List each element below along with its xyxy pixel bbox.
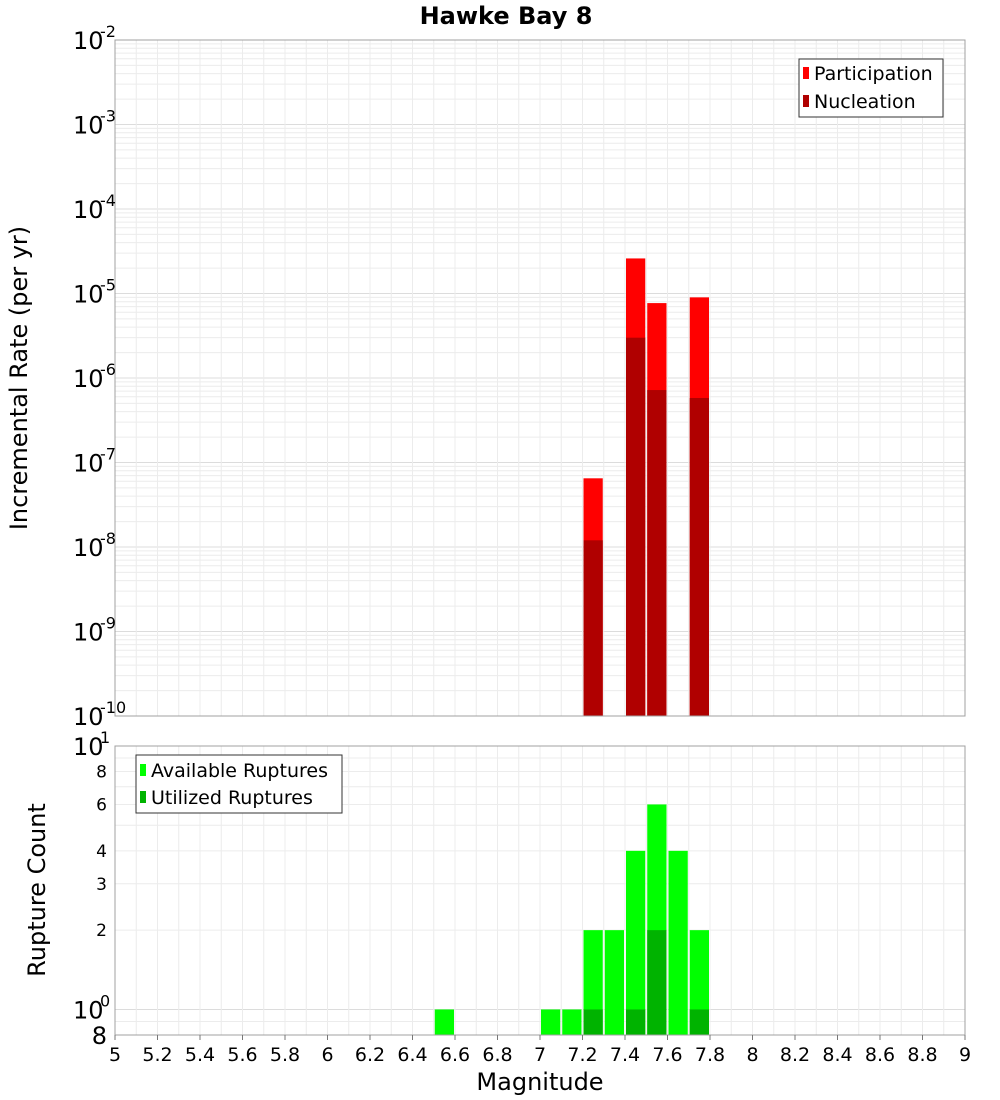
available-ruptures-bar bbox=[562, 1009, 582, 1035]
rate-y-tick-label: 10 bbox=[73, 365, 104, 393]
count-legend-box bbox=[135, 754, 343, 814]
x-tick-label: 5.6 bbox=[227, 1044, 257, 1066]
available-ruptures-legend-label: Available Ruptures bbox=[151, 760, 328, 782]
utilized-ruptures-bar bbox=[626, 1009, 646, 1035]
x-tick-label: 9 bbox=[959, 1044, 971, 1066]
available-ruptures-bar bbox=[541, 1009, 561, 1035]
participation-legend-swatch bbox=[803, 67, 809, 79]
count-y-tick-label: 4 bbox=[96, 842, 107, 862]
nucleation-bar bbox=[647, 390, 667, 716]
chart-title: Hawke Bay 8 bbox=[420, 2, 593, 30]
rate-y-tick-label: 10 bbox=[73, 281, 104, 309]
rate-plot-border bbox=[114, 39, 966, 717]
x-axis-label: Magnitude bbox=[476, 1068, 603, 1096]
nucleation-legend-swatch bbox=[803, 95, 809, 107]
utilized-ruptures-bar bbox=[647, 930, 667, 1035]
x-tick-label: 7.2 bbox=[567, 1044, 597, 1066]
rate-y-axis-label: Incremental Rate (per yr) bbox=[5, 226, 33, 530]
rate-y-tick-label-exponent: -4 bbox=[100, 191, 116, 210]
rate-y-tick-label: 10 bbox=[73, 534, 104, 562]
rate-y-tick-label-exponent: -8 bbox=[100, 529, 116, 548]
count-grid bbox=[115, 745, 966, 1035]
available-ruptures-bar bbox=[583, 930, 603, 1035]
count-y-tick-label: 8 bbox=[96, 763, 107, 783]
count-y-tick-label: 3 bbox=[96, 875, 107, 895]
x-tick-label: 8.2 bbox=[780, 1044, 810, 1066]
x-tick-label: 6 bbox=[321, 1044, 333, 1066]
count-y-tick-label: 8 bbox=[92, 1022, 107, 1050]
participation-legend-label: Participation bbox=[814, 63, 933, 85]
available-ruptures-legend-swatch bbox=[140, 764, 146, 776]
available-ruptures-bar bbox=[626, 850, 646, 1035]
rate-y-tick-label: 10 bbox=[73, 703, 104, 731]
x-tick-label: 6.6 bbox=[440, 1044, 470, 1066]
rate-y-tick-label-exponent: -7 bbox=[100, 445, 116, 464]
available-ruptures-bar bbox=[668, 850, 688, 1035]
available-ruptures-bar bbox=[434, 1009, 454, 1035]
count-legend: Available Ruptures Utilized Ruptures bbox=[135, 754, 343, 814]
rate-y-tick-label: 10 bbox=[73, 112, 104, 140]
rate-bars bbox=[583, 258, 709, 716]
utilized-ruptures-legend-swatch bbox=[140, 791, 146, 803]
rate-y-tick-label-exponent: -3 bbox=[100, 107, 116, 126]
rate-y-tick-label-exponent: -5 bbox=[100, 276, 116, 295]
x-tick-label: 5.8 bbox=[270, 1044, 300, 1066]
x-tick-label: 7.6 bbox=[652, 1044, 682, 1066]
x-tick-label: 7.8 bbox=[695, 1044, 725, 1066]
available-ruptures-bar bbox=[689, 930, 709, 1035]
x-tick-label: 6.2 bbox=[355, 1044, 385, 1066]
x-tick-label: 5.2 bbox=[142, 1044, 172, 1066]
x-tick-label: 8.4 bbox=[822, 1044, 852, 1066]
x-tick-label: 5 bbox=[109, 1044, 121, 1066]
rate-y-tick-label-exponent: -6 bbox=[100, 360, 116, 379]
x-tick-label: 8.6 bbox=[865, 1044, 895, 1066]
rate-y-tick-label-exponent: -2 bbox=[100, 22, 116, 41]
rate-y-tick-label-exponent: -9 bbox=[100, 614, 116, 633]
count-y-tick-label-exponent: 0 bbox=[100, 991, 110, 1010]
rate-y-tick-label: 10 bbox=[73, 619, 104, 647]
rate-legend-box bbox=[798, 58, 944, 118]
count-y-tick-label: 6 bbox=[96, 795, 107, 815]
magnitude-x-ticks: 5 5.2 5.4 5.6 5.8 6 6.2 6.4 6.6 6.8 7 7.2 7.4 7.6 7.8 8… bbox=[109, 1035, 971, 1066]
x-tick-label: 6.8 bbox=[482, 1044, 512, 1066]
x-tick-label: 7.4 bbox=[610, 1044, 640, 1066]
count-y-tick-label-exponent: 1 bbox=[100, 728, 110, 747]
count-bars bbox=[434, 804, 709, 1035]
x-tick-label: 8.8 bbox=[907, 1044, 937, 1066]
count-y-tick-label: 2 bbox=[96, 921, 107, 941]
available-ruptures-bar bbox=[604, 930, 624, 1035]
count-y-axis-label: Rupture Count bbox=[23, 803, 51, 977]
nucleation-bar bbox=[689, 397, 709, 716]
nucleation-bar bbox=[583, 540, 603, 716]
x-tick-label: 5.4 bbox=[185, 1044, 215, 1066]
utilized-ruptures-bar bbox=[689, 1009, 709, 1035]
nucleation-legend-label: Nucleation bbox=[814, 91, 916, 113]
x-tick-label: 7 bbox=[534, 1044, 546, 1066]
rate-grid bbox=[115, 39, 966, 717]
nucleation-bar bbox=[626, 337, 646, 716]
utilized-ruptures-bar bbox=[583, 1009, 603, 1035]
utilized-ruptures-legend-label: Utilized Ruptures bbox=[151, 787, 313, 809]
rate-y-tick-label: 10 bbox=[73, 27, 104, 55]
x-tick-label: 8 bbox=[746, 1044, 758, 1066]
rate-y-tick-label-exponent: -10 bbox=[100, 698, 126, 717]
count-y-tick-label: 10 bbox=[73, 733, 104, 761]
x-tick-label: 6.4 bbox=[397, 1044, 427, 1066]
rate-legend: Participation Nucleation bbox=[798, 58, 944, 118]
rate-y-tick-label: 10 bbox=[73, 450, 104, 478]
count-y-tick-label: 10 bbox=[73, 996, 104, 1024]
rate-y-tick-label: 10 bbox=[73, 196, 104, 224]
